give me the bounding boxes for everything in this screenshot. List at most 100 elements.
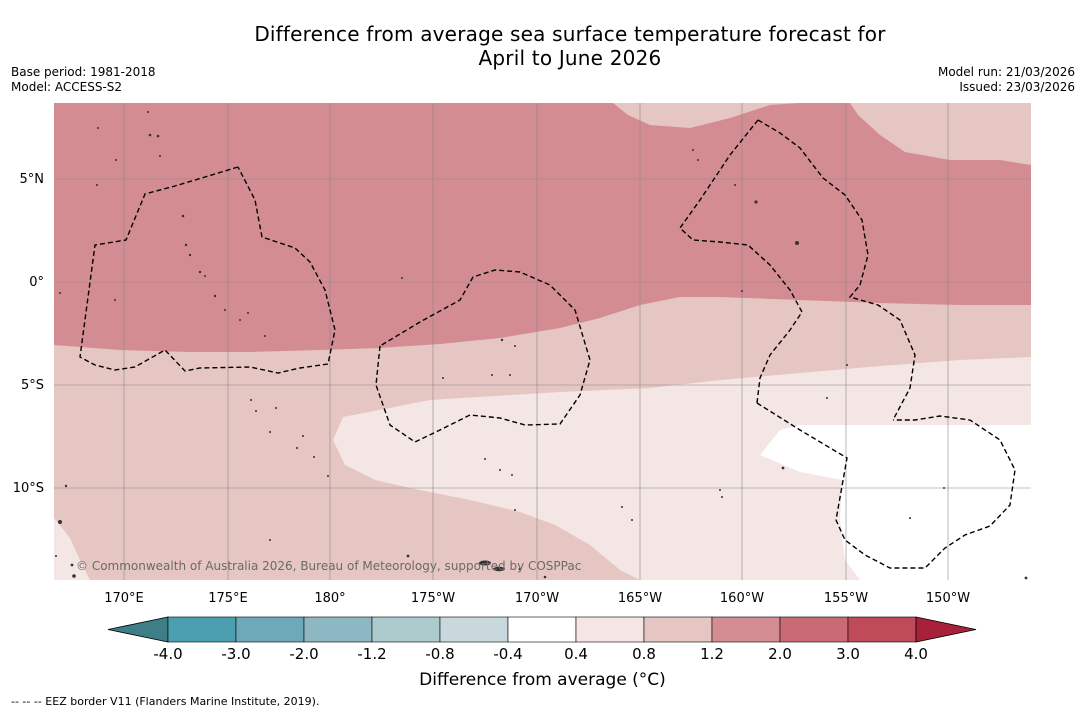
island-dot xyxy=(697,159,699,161)
island-dot xyxy=(115,159,117,161)
island-dot xyxy=(406,554,410,558)
island-dot xyxy=(500,338,504,342)
island-dot xyxy=(296,447,298,449)
island-dot xyxy=(239,319,241,321)
island-dot xyxy=(484,458,486,460)
island-dot xyxy=(188,253,192,257)
lon-label: 160°W xyxy=(720,591,764,606)
island-dot xyxy=(846,364,848,366)
anomaly-band-above-2-0 xyxy=(54,103,1031,352)
island-dot xyxy=(543,575,547,579)
lon-label: 155°W xyxy=(824,591,868,606)
island-dot xyxy=(58,520,62,524)
island-dot xyxy=(64,484,68,488)
island-dot xyxy=(621,506,623,508)
colorbar-tick-label: 0.8 xyxy=(632,645,656,663)
island-dot xyxy=(198,270,202,274)
island-dot xyxy=(250,399,252,401)
colorbar-segment xyxy=(303,616,373,643)
anomaly-region-0-4-to-0-8 xyxy=(760,425,1031,580)
eez-border-cook-line xyxy=(756,402,1016,569)
lon-label: 170°W xyxy=(515,591,559,606)
island-dot xyxy=(741,290,743,292)
island-dot xyxy=(302,435,304,437)
colorbar-tick-label: 4.0 xyxy=(904,645,928,663)
island-dot xyxy=(313,456,315,458)
eez-border-line-islands-east xyxy=(757,119,916,421)
lon-label: 170°E xyxy=(104,591,144,606)
island-dot xyxy=(327,475,329,477)
island-dot xyxy=(224,309,226,311)
colorbar-tick-label: -2.0 xyxy=(289,645,318,663)
island-dot xyxy=(692,149,694,151)
colorbar-segment xyxy=(779,616,849,643)
meta-right: Model run: 21/03/2026 Issued: 23/03/2026 xyxy=(938,65,1075,95)
island-dot xyxy=(781,466,785,470)
colorbar: -4.0 -3.0 -2.0 -1.2 -0.8 -0.4 0.4 0.8 1.2 2.0 3.0 4… xyxy=(107,616,977,663)
island-dot xyxy=(96,184,98,186)
island-dot xyxy=(401,277,403,279)
island-dot xyxy=(255,410,257,412)
colorbar-tick-label: 0.4 xyxy=(564,645,588,663)
island-dot xyxy=(59,292,61,294)
model-run-text: Model run: 21/03/2026 xyxy=(937,65,1075,79)
island-dot xyxy=(156,134,160,138)
latitude-labels: 5°N 0° 5°S 10°S xyxy=(13,172,44,496)
island-dot xyxy=(264,335,266,337)
island-dot xyxy=(159,155,161,157)
island-dot xyxy=(275,407,277,409)
map-area: © Commonwealth of Australia 2026, Bureau… xyxy=(54,103,1031,580)
chart-title: Difference from average sea surface temp… xyxy=(170,22,970,70)
island-dot xyxy=(491,374,493,376)
longitude-labels: 170°E 175°E 180° 175°W 170°W 165°W 160°W… xyxy=(104,591,970,606)
colorbar-segment xyxy=(371,616,441,643)
colorbar-tick-label: 1.2 xyxy=(700,645,724,663)
island-dot xyxy=(514,509,516,511)
island-dot xyxy=(204,275,206,277)
colorbar-segment xyxy=(167,616,237,643)
colorbar-segment xyxy=(711,616,781,643)
island-dot xyxy=(631,519,633,521)
island-dot xyxy=(499,469,501,471)
island-dot xyxy=(514,345,516,347)
model-text: Model: ACCESS-S2 xyxy=(11,80,123,94)
island-dot xyxy=(269,539,271,541)
island-dot xyxy=(184,243,188,247)
base-period-text: Base period: 1981-2018 xyxy=(11,65,156,79)
graticule xyxy=(54,103,1031,580)
lon-label: 175°W xyxy=(411,591,455,606)
lat-label: 10°S xyxy=(13,481,44,496)
colorbar-segment xyxy=(847,616,917,643)
eez-borders xyxy=(79,119,1016,569)
island-dot xyxy=(518,567,522,571)
lon-label: 150°W xyxy=(926,591,970,606)
lat-label: 5°N xyxy=(20,172,45,187)
island-dot xyxy=(97,127,99,129)
colorbar-segment xyxy=(575,616,645,643)
colorbar-tick-label: 3.0 xyxy=(836,645,860,663)
title-line-2: April to June 2026 xyxy=(478,46,662,70)
island-dot xyxy=(148,133,152,137)
island-shape xyxy=(479,560,491,566)
colorbar-segment xyxy=(643,616,713,643)
colorbar-tick-label: -3.0 xyxy=(221,645,250,663)
island-dot xyxy=(70,563,74,567)
colorbar-segment xyxy=(507,616,577,643)
island-dot xyxy=(509,374,511,376)
colorbar-tick-label: 2.0 xyxy=(768,645,792,663)
lon-label: 180° xyxy=(314,591,345,606)
island-dot xyxy=(213,294,217,298)
island-dot xyxy=(1024,576,1028,580)
island-dot xyxy=(719,489,721,491)
island-dot xyxy=(795,241,799,245)
island-dot xyxy=(181,214,185,218)
anomaly-region-0-8-to-1-2-sw xyxy=(54,518,90,580)
eez-footnote: -- -- -- EEZ border V11 (Flanders Marine… xyxy=(11,695,320,708)
island-dot xyxy=(734,184,736,186)
lon-label: 165°W xyxy=(618,591,662,606)
eez-border-line-islands-north xyxy=(679,119,803,404)
island-dot xyxy=(721,496,723,498)
island-dot xyxy=(114,299,116,301)
title-line-1: Difference from average sea surface temp… xyxy=(254,22,886,46)
island-shape xyxy=(493,566,505,572)
